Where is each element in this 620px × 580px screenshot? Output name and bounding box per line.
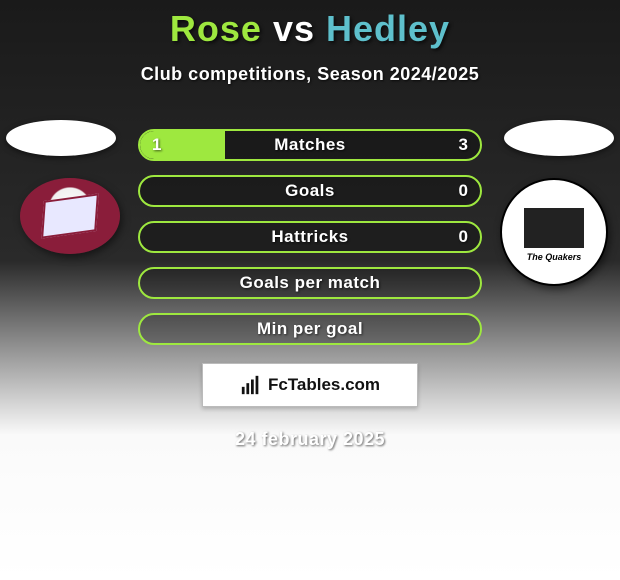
comparison-title: Rose vs Hedley (0, 0, 620, 50)
stat-row: Goals per match (138, 267, 482, 299)
player1-name: Rose (170, 8, 262, 49)
stat-value-left: 1 (152, 131, 161, 159)
stat-label: Min per goal (140, 315, 480, 343)
stat-value-right: 0 (459, 177, 468, 205)
stat-row: Goals0 (138, 175, 482, 207)
vs-text: vs (273, 8, 315, 49)
chart-bars-icon (240, 374, 262, 396)
brand-text: FcTables.com (268, 375, 380, 395)
player2-avatar (504, 120, 614, 156)
player1-club-badge (20, 178, 120, 254)
brand-box[interactable]: FcTables.com (202, 363, 418, 407)
stat-row: Matches1 3 (138, 129, 482, 161)
player2-club-badge: The Quakers (500, 178, 608, 286)
player1-avatar (6, 120, 116, 156)
stat-label: Matches (140, 131, 480, 159)
subtitle: Club competitions, Season 2024/2025 (0, 64, 620, 85)
stat-label: Hattricks (140, 223, 480, 251)
stat-row: Hattricks0 (138, 221, 482, 253)
club-caption: The Quakers (527, 252, 582, 262)
stats-list: Matches13Goals0Hattricks0Goals per match… (138, 129, 482, 345)
date: 24 february 2025 (0, 429, 620, 450)
stat-value-right: 3 (459, 131, 468, 159)
stat-label: Goals (140, 177, 480, 205)
stat-row: Min per goal (138, 313, 482, 345)
stat-value-right: 0 (459, 223, 468, 251)
player2-name: Hedley (326, 8, 450, 49)
stat-label: Goals per match (140, 269, 480, 297)
